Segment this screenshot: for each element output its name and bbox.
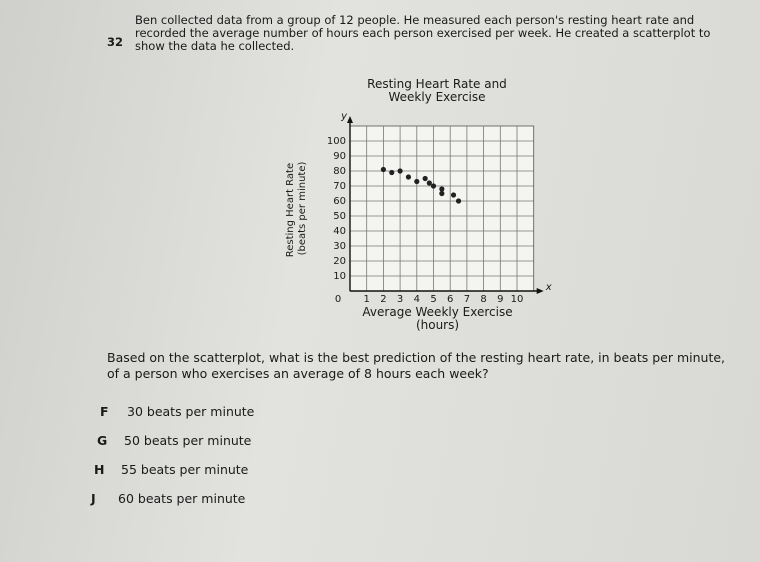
- y-tick-label: 70: [333, 181, 346, 192]
- x-tick-label: 9: [497, 294, 503, 305]
- data-point: [397, 168, 403, 174]
- y-axis-label: Resting Heart Rate (beats per minute): [285, 160, 308, 258]
- data-point: [426, 180, 432, 186]
- data-point: [405, 174, 412, 180]
- data-point: [430, 183, 437, 189]
- data-point: [422, 175, 428, 182]
- x-axis-label: Average Weekly Exercise (hours): [362, 305, 513, 332]
- x-tick-label: 1: [364, 294, 370, 305]
- x-axis-letter: x: [545, 282, 552, 293]
- plot-area: [349, 125, 535, 292]
- choice-letter: F: [100, 404, 109, 419]
- y-tick-label: 90: [333, 151, 346, 162]
- x-tick-label: 7: [464, 294, 470, 305]
- x-tick-label: 2: [380, 294, 386, 305]
- x-tick-label: 6: [447, 294, 453, 305]
- x-tick-label: 4: [414, 294, 420, 305]
- data-point: [380, 166, 386, 173]
- choice-letter: G: [97, 433, 108, 448]
- choice-letter: H: [94, 462, 105, 477]
- x-tick-label: 5: [430, 294, 436, 305]
- y-tick-label: 20: [333, 256, 346, 267]
- x-tick-label: 8: [480, 294, 486, 305]
- data-point: [389, 169, 395, 176]
- x-tick-label: 0: [335, 294, 341, 305]
- prompt: Based on the scatterplot, what is the be…: [107, 350, 726, 381]
- x-arrow: [536, 288, 544, 294]
- data-point: [439, 186, 445, 192]
- data-point: [455, 198, 462, 204]
- y-tick-label: 50: [333, 211, 346, 222]
- y-tick-label: 10: [333, 271, 346, 282]
- chart-title: Resting Heart Rate and Weekly Exercise: [367, 77, 507, 104]
- x-tick-label: 10: [511, 294, 524, 305]
- data-point: [450, 192, 457, 198]
- y-arrow: [347, 116, 353, 123]
- y-tick-label: 100: [327, 136, 346, 147]
- y-tick-label: 60: [333, 196, 346, 207]
- choice-text: 55 beats per minute: [121, 462, 249, 477]
- data-point: [439, 190, 445, 197]
- y-tick-label: 40: [333, 226, 346, 237]
- y-tick-label: 80: [333, 166, 346, 177]
- question-text: Ben collected data from a group of 12 pe…: [135, 13, 711, 53]
- choice-text: 60 beats per minute: [118, 491, 246, 506]
- choice-text: 50 beats per minute: [124, 433, 252, 448]
- choice-letter: J: [91, 491, 96, 506]
- x-tick-label: 3: [397, 294, 403, 305]
- choice-text: 30 beats per minute: [127, 404, 255, 419]
- question-number: 32: [107, 35, 124, 49]
- y-axis-letter: y: [340, 111, 348, 122]
- data-point: [414, 178, 420, 185]
- y-tick-label: 30: [333, 241, 346, 252]
